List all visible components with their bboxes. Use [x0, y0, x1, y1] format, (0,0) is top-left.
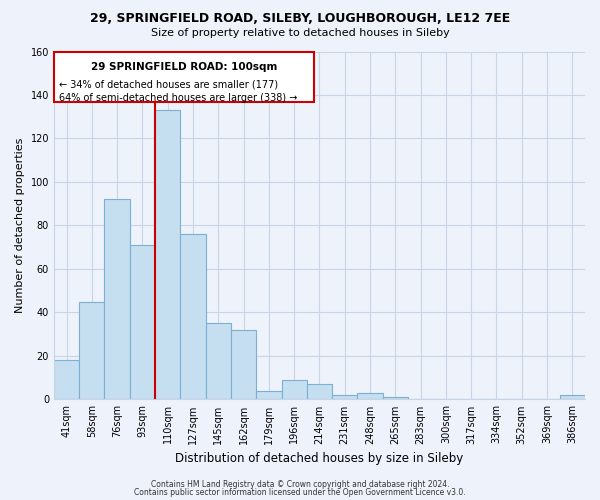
Bar — [155, 110, 181, 400]
X-axis label: Distribution of detached houses by size in Sileby: Distribution of detached houses by size … — [175, 452, 464, 465]
Bar — [231, 330, 256, 400]
Bar — [130, 245, 155, 400]
Text: Contains public sector information licensed under the Open Government Licence v3: Contains public sector information licen… — [134, 488, 466, 497]
Text: ← 34% of detached houses are smaller (177): ← 34% of detached houses are smaller (17… — [59, 80, 278, 90]
Bar — [181, 234, 206, 400]
Bar — [281, 380, 307, 400]
Text: 29 SPRINGFIELD ROAD: 100sqm: 29 SPRINGFIELD ROAD: 100sqm — [91, 62, 277, 72]
Y-axis label: Number of detached properties: Number of detached properties — [15, 138, 25, 313]
Text: Size of property relative to detached houses in Sileby: Size of property relative to detached ho… — [151, 28, 449, 38]
Bar — [332, 395, 358, 400]
FancyBboxPatch shape — [54, 52, 314, 102]
Bar — [383, 398, 408, 400]
Bar — [256, 390, 281, 400]
Bar — [307, 384, 332, 400]
Text: 29, SPRINGFIELD ROAD, SILEBY, LOUGHBOROUGH, LE12 7EE: 29, SPRINGFIELD ROAD, SILEBY, LOUGHBOROU… — [90, 12, 510, 26]
Bar — [54, 360, 79, 400]
Text: Contains HM Land Registry data © Crown copyright and database right 2024.: Contains HM Land Registry data © Crown c… — [151, 480, 449, 489]
Bar — [560, 395, 585, 400]
Bar — [206, 324, 231, 400]
Text: 64% of semi-detached houses are larger (338) →: 64% of semi-detached houses are larger (… — [59, 94, 298, 104]
Bar — [358, 393, 383, 400]
Bar — [79, 302, 104, 400]
Bar — [104, 200, 130, 400]
